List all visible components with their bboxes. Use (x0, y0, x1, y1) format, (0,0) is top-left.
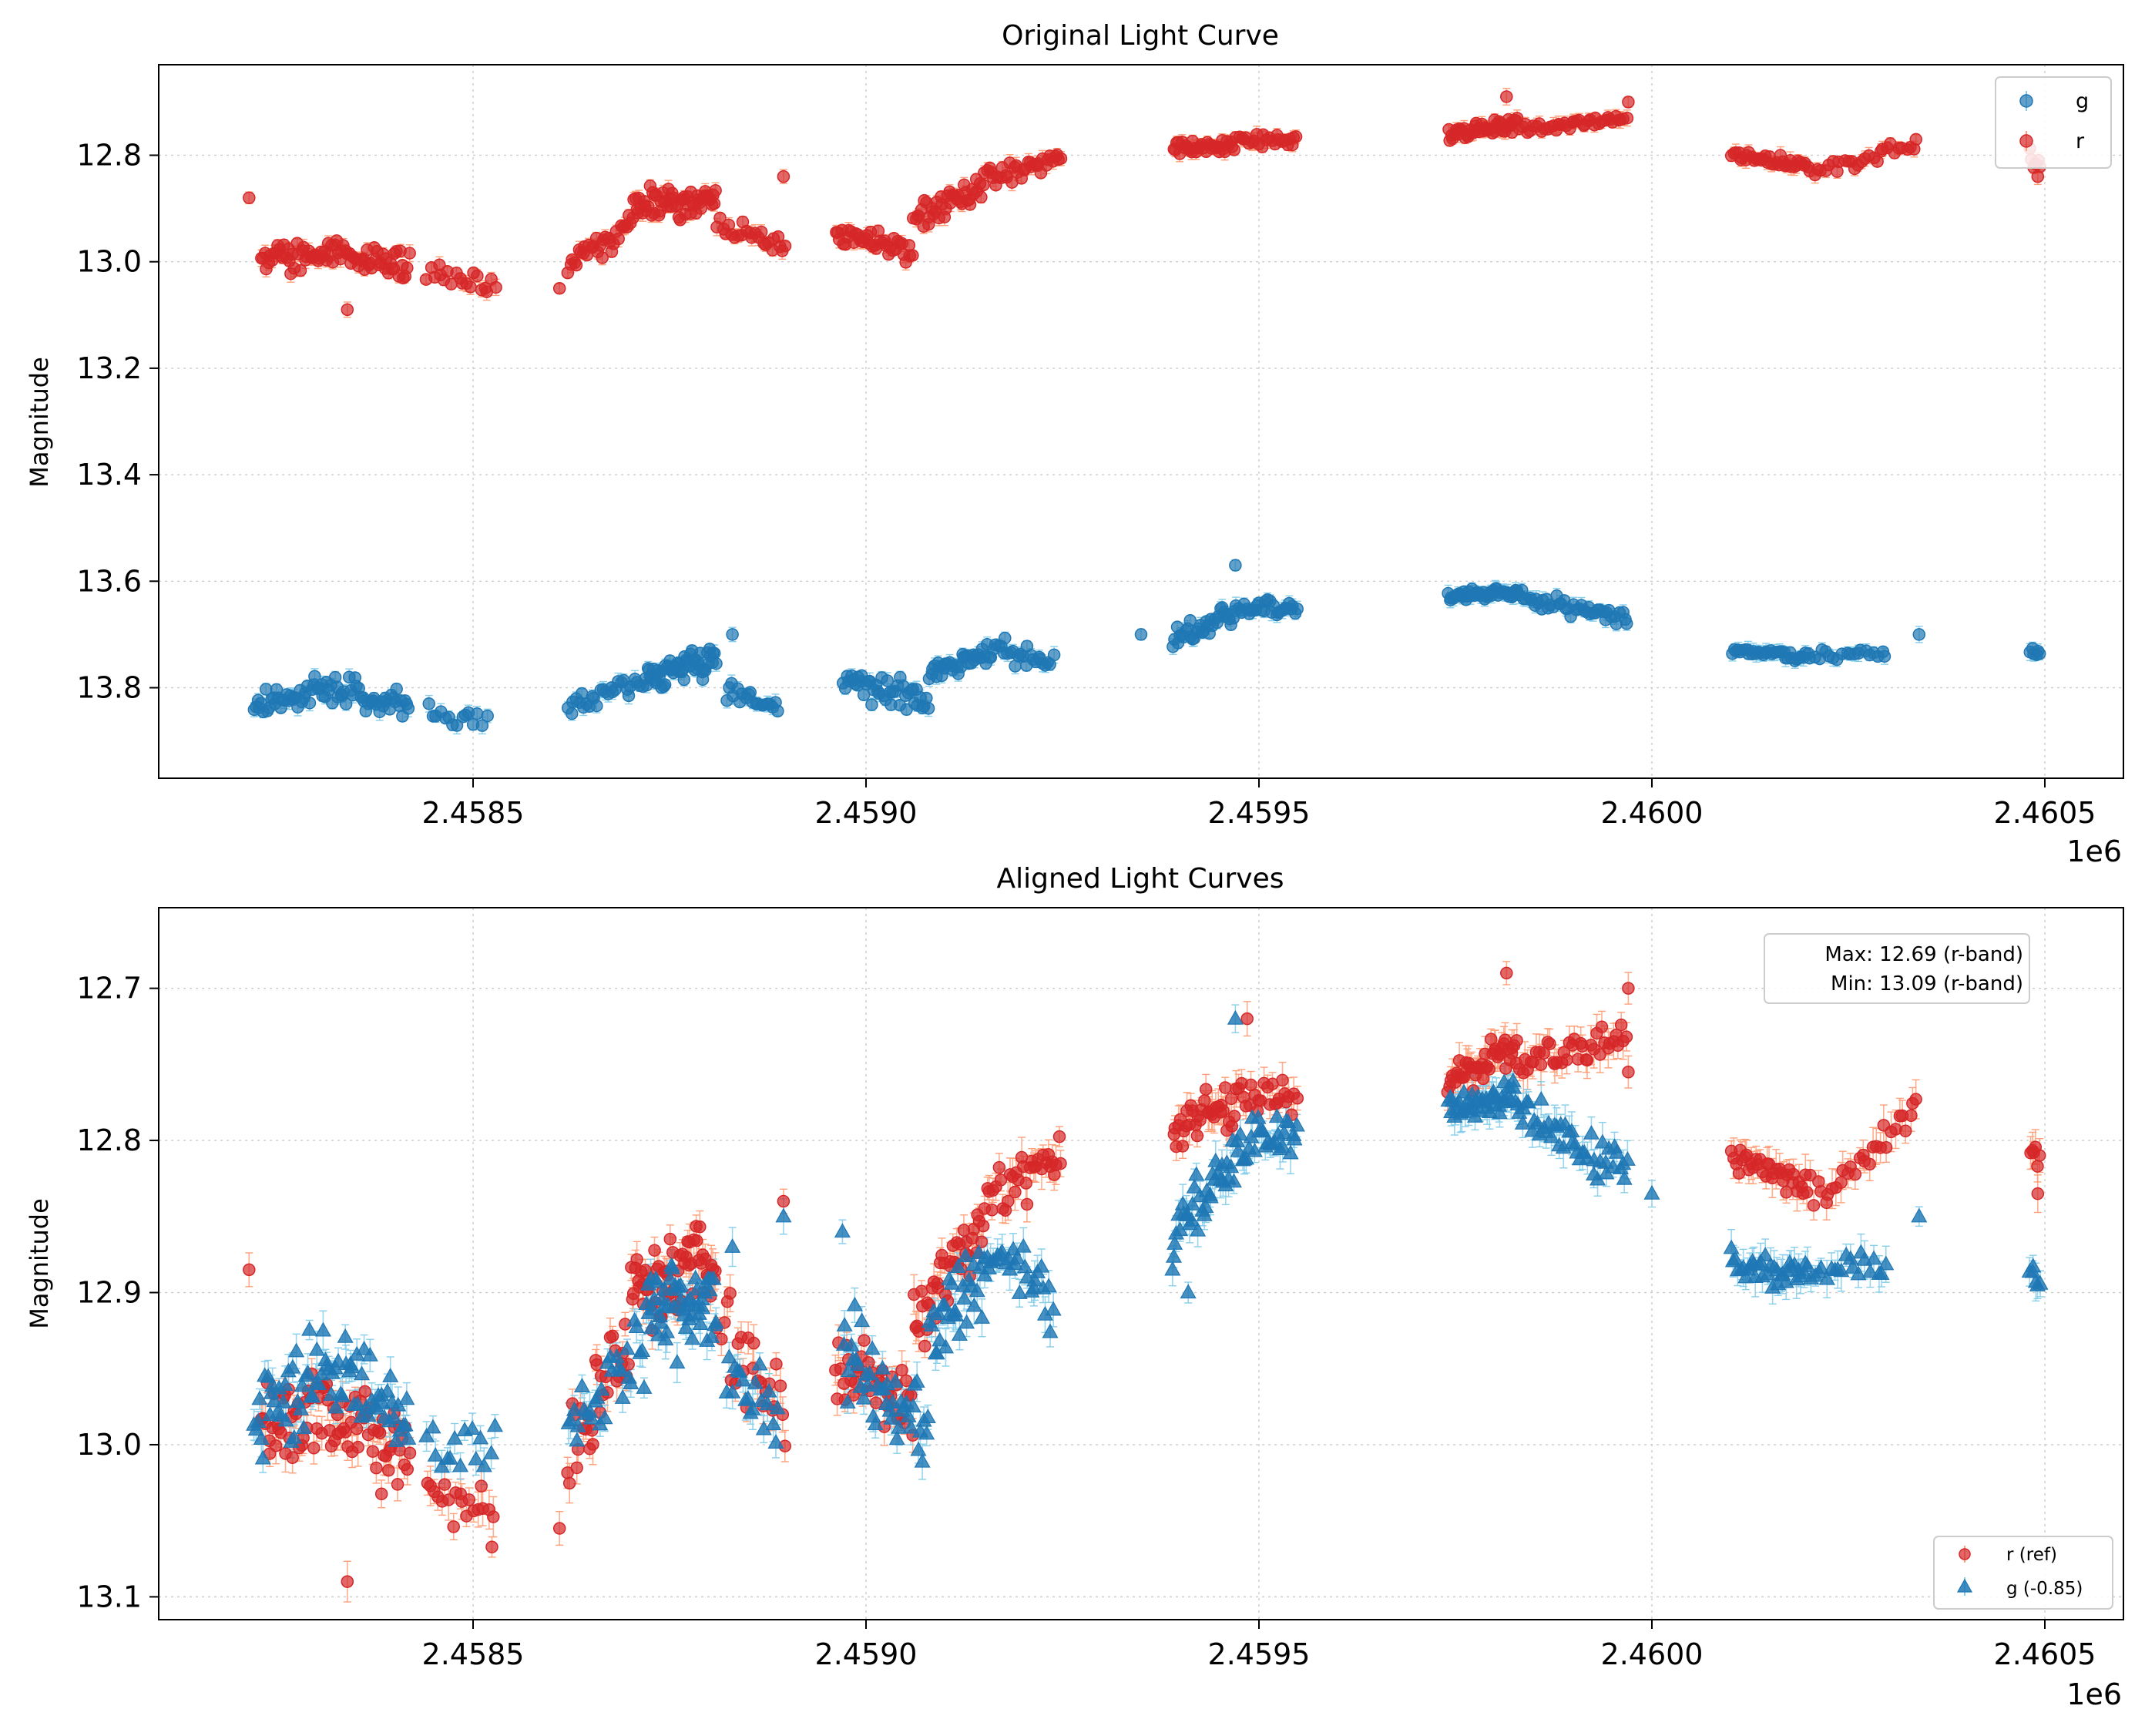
data-point (401, 261, 414, 274)
data-point (471, 269, 484, 283)
data-point (401, 702, 415, 715)
grid (159, 65, 2123, 778)
legend: g r (1995, 76, 2112, 169)
data-point (1227, 143, 1241, 156)
x-tick-label: 2.4585 (422, 796, 525, 830)
legend-entry-r: r (2019, 129, 2085, 153)
data-point (294, 264, 307, 277)
data-point (575, 687, 589, 700)
data-point (975, 190, 988, 204)
data-point (726, 628, 739, 641)
data-point (709, 183, 722, 197)
data-point (1291, 602, 1304, 616)
data-point (1620, 111, 1634, 125)
data-point (2031, 170, 2045, 183)
data-point (2033, 647, 2046, 660)
grid (159, 908, 2123, 1620)
data-point (906, 249, 919, 262)
y-tick-label: 13.2 (76, 351, 142, 385)
data-point (565, 707, 579, 720)
x-tick-label: 2.4595 (1208, 796, 1311, 830)
data-point (552, 281, 566, 295)
data-point (1047, 648, 1061, 662)
y-tick-label: 12.8 (76, 138, 142, 172)
data-point (865, 698, 878, 711)
data-point (1622, 96, 1635, 109)
plot-frame (158, 64, 2124, 779)
data-point (881, 674, 894, 687)
data-point (569, 258, 583, 272)
data-point (777, 170, 791, 183)
data-point (308, 670, 321, 683)
data-point (921, 702, 935, 715)
data-point (612, 232, 625, 246)
data-point (590, 699, 603, 713)
data-point (339, 697, 353, 710)
data-marks (243, 90, 2046, 732)
data-point (1500, 90, 1513, 103)
data-point (1054, 152, 1068, 166)
data-point (243, 191, 256, 205)
x-tick-label: 2.4590 (815, 796, 918, 830)
legend-frame (1995, 76, 2112, 169)
data-point (450, 719, 464, 732)
data-point (920, 691, 933, 705)
data-point (390, 682, 403, 696)
data-point (475, 719, 489, 732)
y-tick-label: 13.6 (76, 564, 142, 598)
data-point (1878, 650, 1892, 663)
legend-marker (2019, 94, 2033, 108)
x-tick-label: 2.4600 (1601, 796, 1704, 830)
x-axis: 2.4585 2.4590 2.4595 2.4600 2.4605 (422, 778, 2096, 830)
panel-aligned: Aligned Light Curves 2.4585 2.4590 2.4595 2… (25, 863, 2124, 1711)
data-point (596, 251, 609, 264)
data-point (713, 211, 727, 225)
data-point (999, 631, 1012, 645)
data-point (1289, 130, 1303, 143)
panel-original: Original Light Curve 2.4585 2.4590 2.4595 2… (25, 20, 2124, 868)
y-tick-label: 13.0 (76, 245, 142, 279)
data-point (422, 697, 435, 710)
y-tick-label: 13.8 (76, 671, 142, 705)
panel-title: Original Light Curve (1002, 20, 1279, 52)
y-tick-label: 13.4 (76, 458, 142, 492)
legend-marker (2019, 134, 2033, 148)
data-point (1912, 628, 1926, 641)
data-point (771, 704, 784, 718)
data-point (707, 646, 721, 660)
data-point (677, 673, 691, 687)
data-point (710, 656, 723, 670)
data-point (976, 178, 990, 192)
data-point (403, 247, 416, 260)
data-point (963, 198, 977, 211)
legend-label: g (2076, 89, 2089, 113)
x-tick-label: 2.4605 (1994, 796, 2096, 830)
y-axis-label: Magnitude (25, 357, 54, 488)
data-point (464, 280, 477, 294)
data-point (754, 225, 768, 239)
data-point (778, 240, 792, 253)
y-axis: 12.8 13.0 13.2 13.4 13.6 13.8 (76, 138, 159, 705)
data-point (481, 709, 494, 723)
data-point (303, 697, 317, 710)
data-point (1134, 628, 1148, 641)
legend-label: r (2076, 129, 2085, 153)
data-point (489, 280, 502, 294)
panel-title: Aligned Light Curves (997, 863, 1284, 895)
data-point (1229, 559, 1242, 572)
data-point (470, 707, 484, 720)
data-point (1183, 614, 1197, 627)
data-point (1909, 133, 1922, 146)
legend-entry-g: g (2019, 89, 2089, 113)
x-offset-label: 1e6 (2066, 834, 2122, 868)
data-point (341, 303, 354, 317)
data-point (658, 678, 672, 691)
data-point (707, 197, 721, 210)
data-point (1620, 617, 1633, 630)
